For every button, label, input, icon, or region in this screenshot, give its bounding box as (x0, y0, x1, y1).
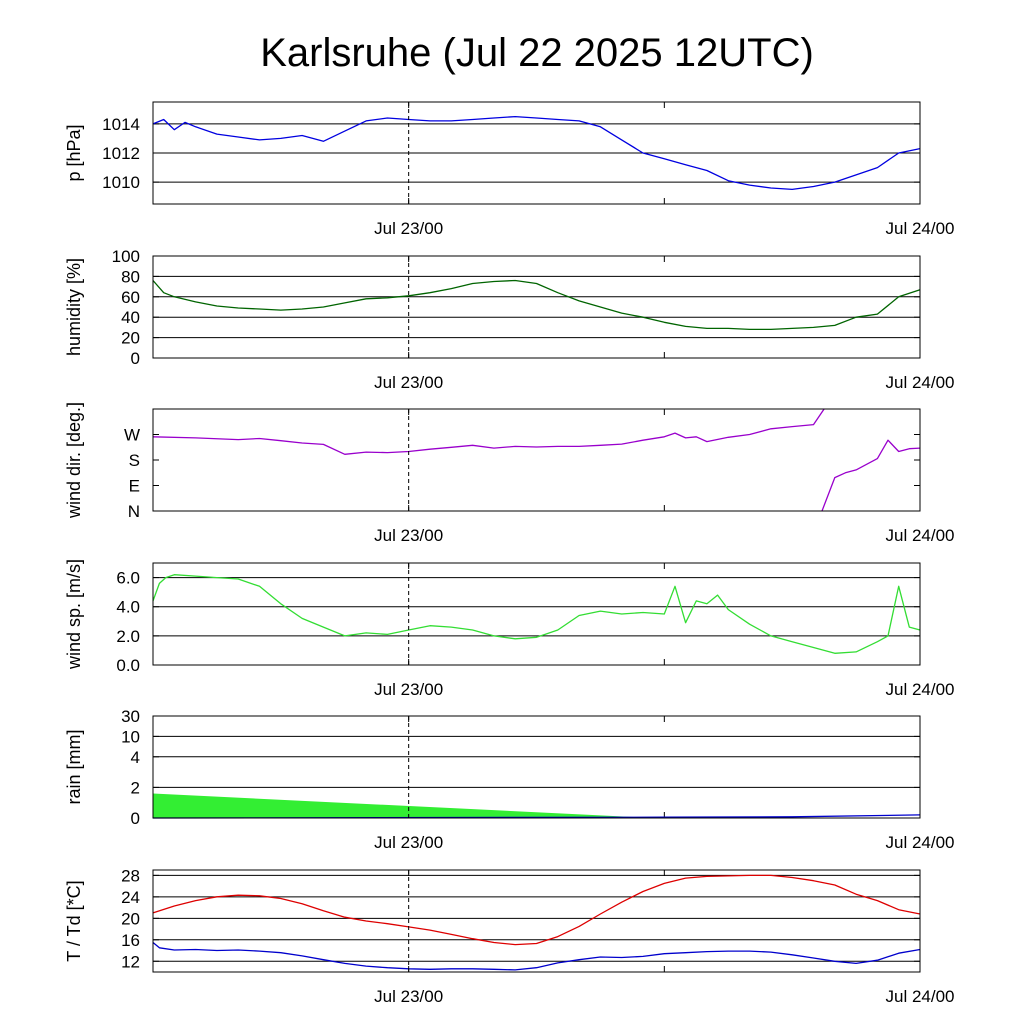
rain-ytick-label-2: 4 (131, 748, 140, 767)
wind-direction-frame (152, 408, 921, 512)
rain-ytick-label-4: 30 (121, 707, 140, 726)
wind-speed-ytick-label-3: 6.0 (116, 569, 140, 588)
humidity-ytick-label-0: 0 (131, 349, 140, 368)
wind-direction-series-0 (152, 408, 825, 455)
rain-frame (152, 715, 921, 819)
wind-speed-xtick-label-1: Jul 24/00 (886, 680, 955, 699)
pressure-xtick-label-1: Jul 24/00 (886, 219, 955, 238)
humidity-ytick-label-4: 80 (121, 267, 140, 286)
pressure-ylabel: p [hPa] (64, 124, 84, 181)
humidity-ylabel: humidity [%] (64, 258, 84, 356)
temperature-xtick-label-0: Jul 23/00 (374, 987, 443, 1006)
wind-direction-xtick-label-1: Jul 24/00 (886, 526, 955, 545)
wind-speed-xtick-label-0: Jul 23/00 (374, 680, 443, 699)
temperature-frame (152, 869, 921, 973)
pressure-ytick-label-2: 1014 (102, 115, 140, 134)
wind-direction-xtick-label-0: Jul 23/00 (374, 526, 443, 545)
humidity-xtick-label-1: Jul 24/00 (886, 373, 955, 392)
temperature-ytick-label-1: 16 (121, 931, 140, 950)
chart-title: Karlsruhe (Jul 22 2025 12UTC) (260, 31, 814, 75)
temperature-series-0 (152, 874, 921, 946)
pressure-series-0 (152, 115, 921, 191)
temperature-ytick-label-4: 28 (121, 866, 140, 885)
rain-ylabel: rain [mm] (64, 729, 84, 804)
wind-direction-ytick-label-0: N (128, 502, 140, 521)
panel-pressure: 1010 1012 1014 Jul 23/00 Jul 24/00 p [hPa] (64, 101, 955, 238)
humidity-frame (152, 255, 921, 359)
wind-direction-ytick-label-1: E (129, 477, 140, 496)
rain-xtick-label-1: Jul 24/00 (886, 833, 955, 852)
temperature-series-1 (152, 941, 921, 971)
pressure-frame (152, 101, 921, 205)
wind-speed-ylabel: wind sp. [m/s] (64, 559, 84, 670)
wind-speed-ytick-label-1: 2.0 (116, 627, 140, 646)
wind-direction-series-1 (821, 439, 921, 512)
temperature-xtick-label-1: Jul 24/00 (886, 987, 955, 1006)
wind-speed-ytick-label-0: 0.0 (116, 656, 140, 675)
humidity-ytick-label-5: 100 (112, 247, 140, 266)
wind-direction-ytick-label-2: S (129, 451, 140, 470)
humidity-xtick-label-0: Jul 23/00 (374, 373, 443, 392)
rain-ytick-label-1: 2 (131, 778, 140, 797)
panel-wind-speed: 0.0 2.0 4.0 6.0 Jul 23/00 Jul 24/00 wind sp. [… (64, 559, 955, 699)
panel-temperature: 12 16 20 24 28 Jul 23/00 Jul 24/00 T / Td [*C] (64, 866, 955, 1006)
temperature-ytick-label-3: 24 (121, 888, 140, 907)
temperature-ytick-label-2: 20 (121, 909, 140, 928)
humidity-ytick-label-1: 20 (121, 329, 140, 348)
wind-speed-ytick-label-2: 4.0 (116, 598, 140, 617)
temperature-ytick-label-0: 12 (121, 952, 140, 971)
humidity-series-0 (152, 279, 921, 331)
humidity-ytick-label-3: 60 (121, 288, 140, 307)
wind-direction-ylabel: wind dir. [deg.] (64, 402, 84, 519)
rain-ytick-label-0: 0 (131, 809, 140, 828)
humidity-ytick-label-2: 40 (121, 308, 140, 327)
pressure-xtick-label-0: Jul 23/00 (374, 219, 443, 238)
wind-speed-series-0 (152, 574, 921, 654)
rain-xtick-label-0: Jul 23/00 (374, 833, 443, 852)
rain-ytick-label-3: 10 (121, 727, 140, 746)
wind-direction-ytick-label-3: W (124, 426, 140, 445)
pressure-ytick-label-0: 1010 (102, 173, 140, 192)
rain-area-0 (153, 793, 654, 818)
pressure-ytick-label-1: 1012 (102, 144, 140, 163)
temperature-ylabel: T / Td [*C] (64, 880, 84, 961)
wind-speed-frame (152, 562, 921, 666)
